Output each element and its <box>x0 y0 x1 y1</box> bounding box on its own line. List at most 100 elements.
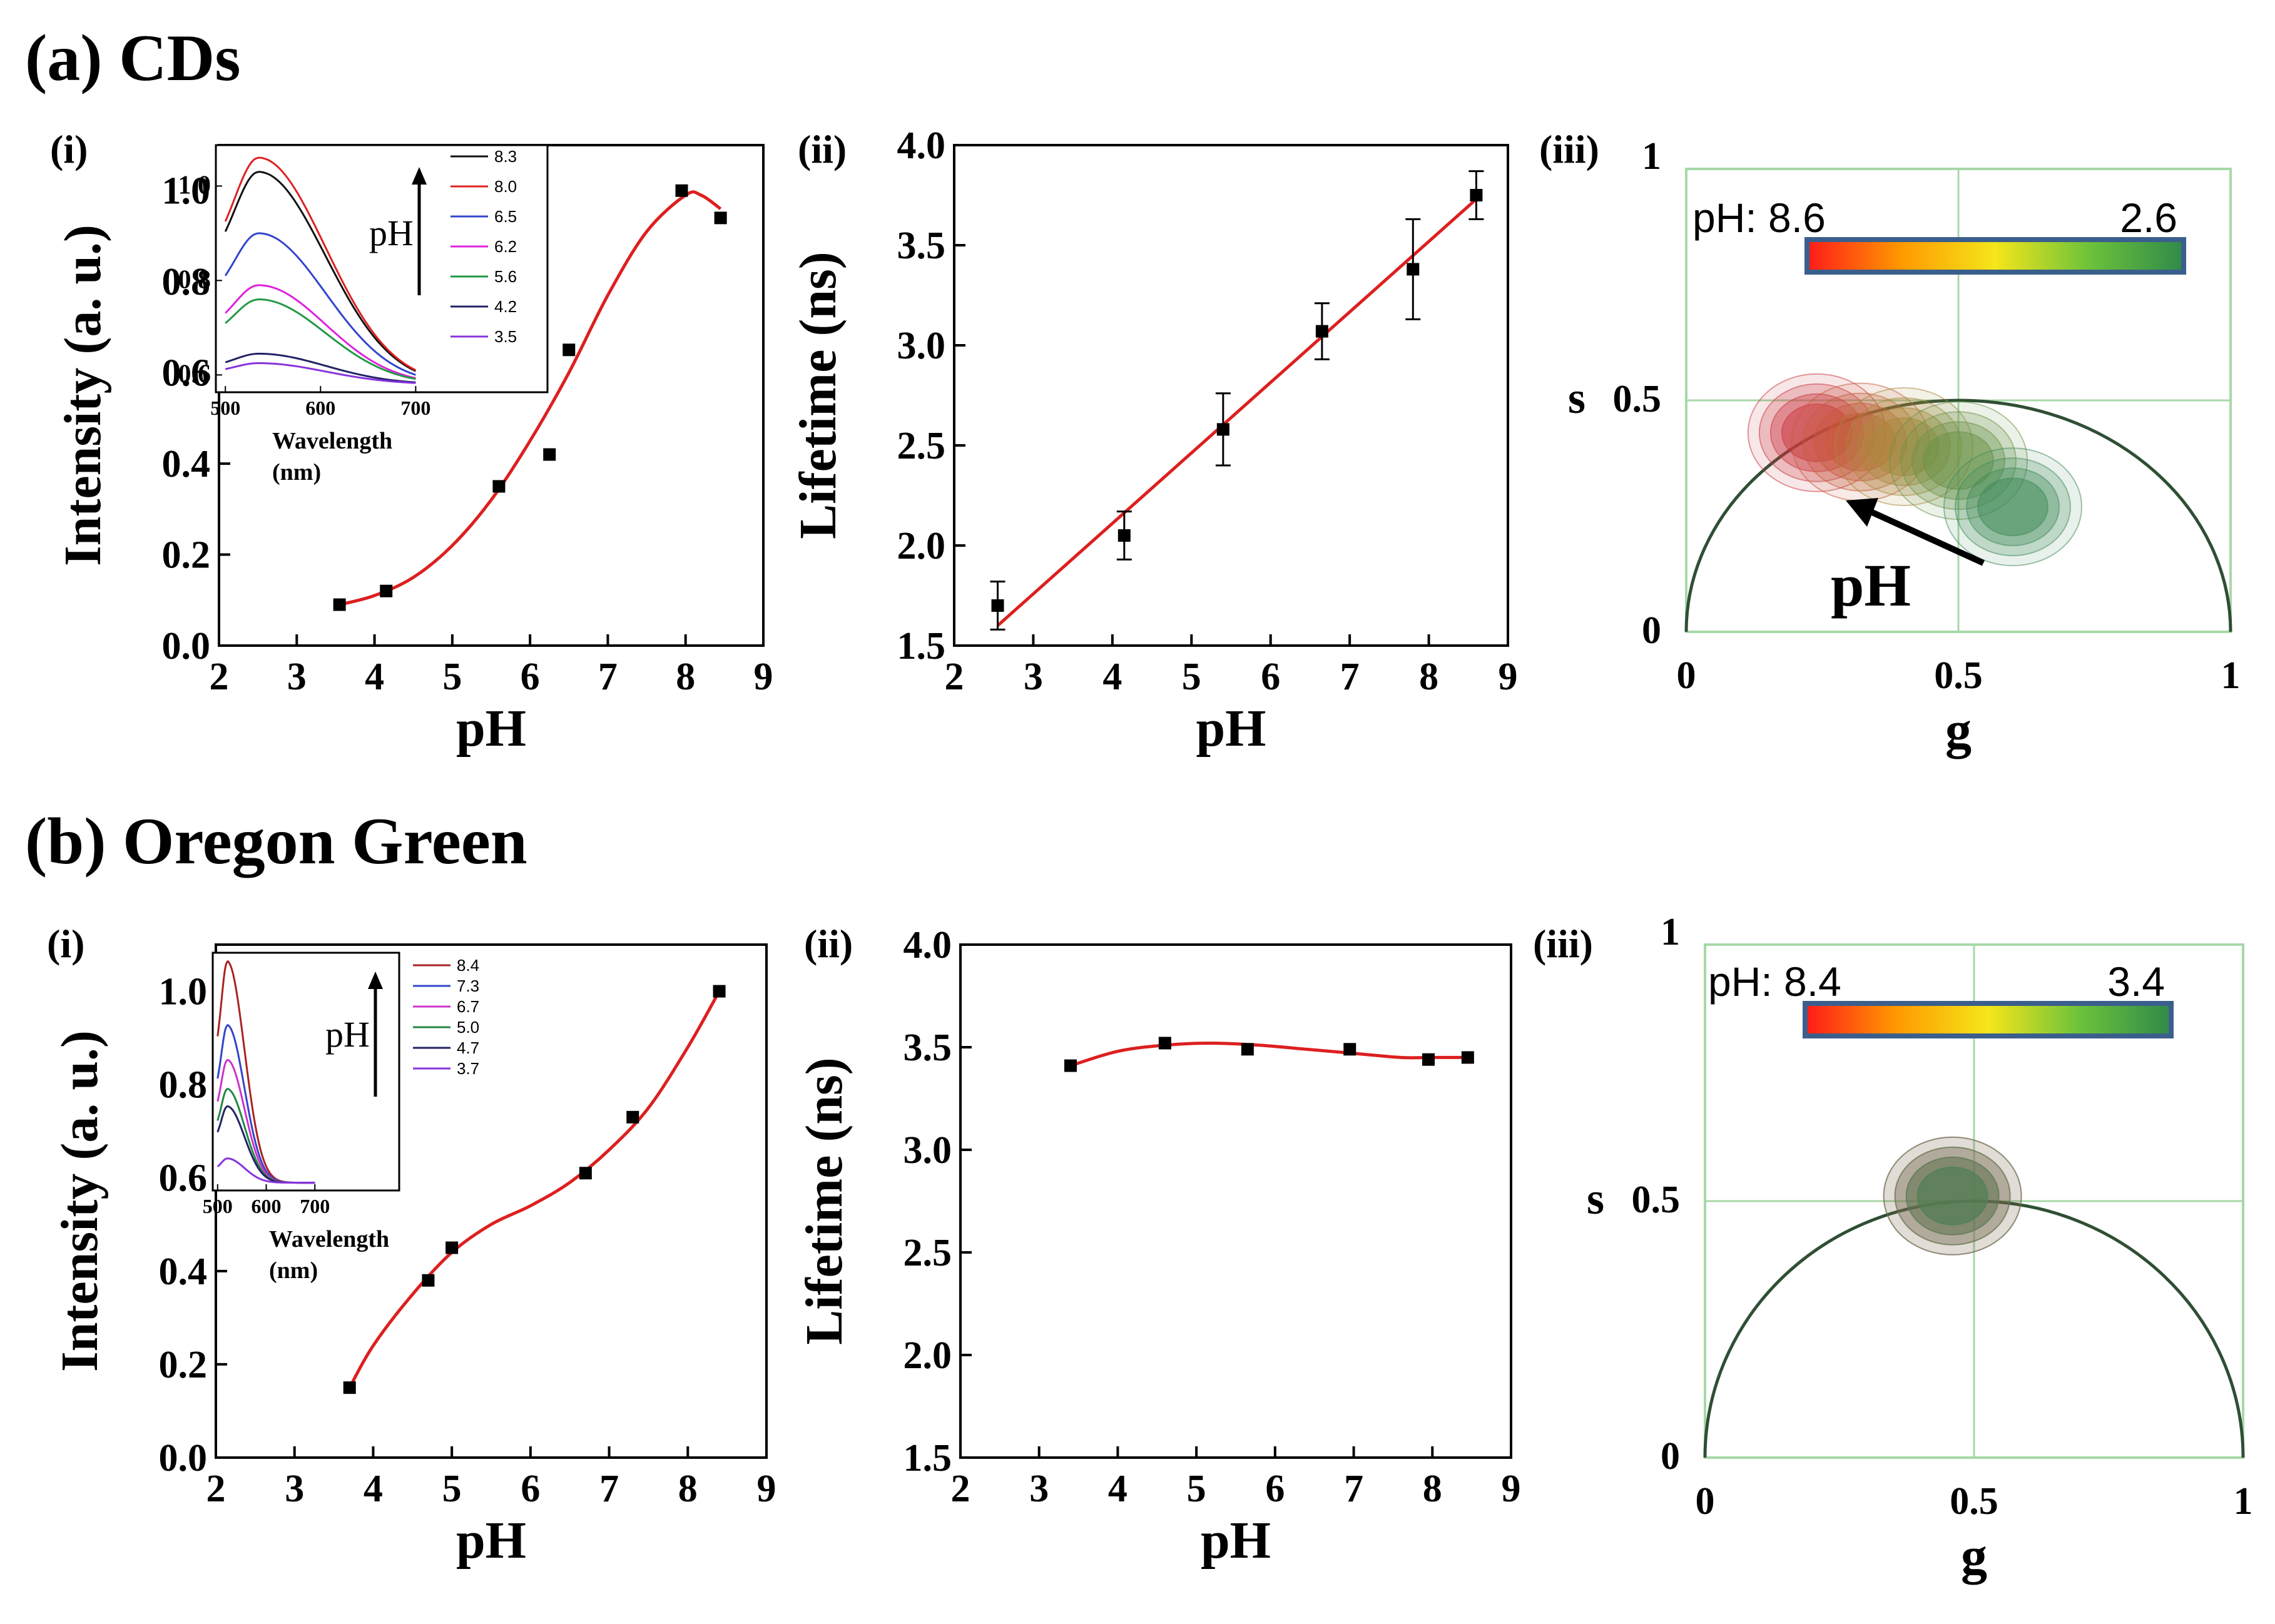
data-point <box>675 184 688 197</box>
data-point <box>333 598 346 611</box>
plots-layer: (i) 2 3 4 5 6 7 8 9 0.0 0.2 0.4 0.6 0.8 1.0 pH Intensity… <box>47 124 2253 1585</box>
phasor-x-tick-label: 0.5 <box>1950 1480 1998 1523</box>
inset-y-tick-label: 1.0 <box>178 171 211 200</box>
x-tick-label: 6 <box>521 656 540 698</box>
x-tick-label: 3 <box>287 656 307 698</box>
panel-label-a-ii: (ii) <box>798 127 847 171</box>
inset-arrow-label: pH <box>325 1014 370 1055</box>
x-tick-label: 6 <box>1261 656 1280 698</box>
y-tick-label: 0.0 <box>159 1437 208 1479</box>
ph-colorbar <box>1804 237 2186 275</box>
x-tick-label: 8 <box>1423 1468 1442 1510</box>
inset-y-tick-label: 0.8 <box>178 265 211 294</box>
legend-entry: 6.5 <box>494 207 517 226</box>
legend-entry: 5.6 <box>494 267 517 286</box>
x-tick-label: 2 <box>210 656 229 698</box>
legend-entry: 4.7 <box>457 1038 479 1057</box>
y-tick-label: 1.5 <box>903 1437 952 1479</box>
inset-x-tick-label: 600 <box>305 397 335 419</box>
panel-a-i: (i) 2 3 4 5 6 7 8 9 0.0 0.2 0.4 0.6 0.8 1.0 pH Intensity… <box>50 127 773 758</box>
data-point <box>579 1167 592 1180</box>
panel-b-i: (i) 2 3 4 5 6 7 8 9 0.0 0.2 0.4 0.6 0.8 1.0 pH Intensity… <box>47 921 776 1570</box>
colorbar-end-label: 2.6 <box>2120 195 2177 241</box>
inset-frame <box>211 952 400 1192</box>
data-point <box>1470 189 1483 201</box>
phasor-cluster <box>1835 387 1973 506</box>
x-tick-label: 2 <box>945 656 964 698</box>
phasor-x-tick-label: 0 <box>1677 654 1696 697</box>
colorbar-start-label: pH: 8.4 <box>1708 958 1841 1005</box>
y-tick-label: 3.5 <box>897 225 946 267</box>
data-point <box>422 1274 435 1287</box>
phasor-x-tick-label: 0.5 <box>1934 654 1983 697</box>
inset-frame <box>215 144 549 393</box>
y-tick-label: 0.0 <box>162 625 211 667</box>
colorbar-start-label: pH: 8.6 <box>1692 195 1826 241</box>
panel-b-iii: (iii) pH: 8.4 3.4 0 0.5 1 0 0.5 1 s g <box>1533 911 2253 1585</box>
inset-x-tick-label: 700 <box>300 1195 330 1217</box>
y-tick-label: 3.0 <box>903 1129 952 1172</box>
x-tick-label: 3 <box>1029 1468 1049 1510</box>
x-tick-label: 7 <box>1340 656 1360 698</box>
inset-spectrum <box>224 171 417 372</box>
y-axis-title: Intensity (a. u.) <box>54 225 112 566</box>
phasor-cluster <box>1905 1156 2000 1236</box>
universal-circle <box>1703 1199 2245 1458</box>
x-tick-label: 4 <box>365 656 384 698</box>
x-axis-title: pH <box>1196 699 1266 758</box>
panel-label-b-iii: (iii) <box>1533 921 1593 966</box>
inset-x-title: Wavelength <box>269 1226 389 1252</box>
data-point <box>1422 1053 1435 1066</box>
y-tick-label: 4.0 <box>903 924 952 967</box>
data-point <box>543 448 556 461</box>
x-tick-label: 4 <box>1102 656 1122 698</box>
y-axis-title: Lifetime (ns) <box>795 1057 853 1345</box>
y-tick-label: 2.5 <box>897 425 946 467</box>
fit-line <box>996 198 1478 627</box>
legend-entry: 3.7 <box>457 1059 479 1078</box>
x-tick-label: 8 <box>678 1468 698 1510</box>
panel-b-ii: (ii) 2 3 4 5 6 7 8 9 1.5 2.0 2.5 3.0 3.5 4.0 pH Lifetime… <box>795 921 1521 1570</box>
x-tick-label: 8 <box>676 656 695 698</box>
inset-spectrum <box>224 232 416 376</box>
plot-frame <box>959 943 1512 1459</box>
fit-line <box>1070 1041 1468 1067</box>
y-tick-label: 4.0 <box>897 124 946 167</box>
section-a-title: (a) CDs <box>25 21 240 94</box>
phasor-cluster <box>1846 397 1962 496</box>
y-tick-label: 1.5 <box>897 625 946 667</box>
inset-spectrum <box>216 1157 315 1184</box>
phasor-cluster <box>1894 1146 2011 1246</box>
x-tick-label: 7 <box>599 1468 619 1510</box>
data-point <box>1461 1051 1474 1064</box>
panel-label-b-i: (i) <box>47 921 84 966</box>
x-tick-label: 9 <box>1502 1468 1521 1510</box>
ph-colorbar <box>1803 1001 2174 1038</box>
phasor-cluster <box>1977 477 2049 537</box>
data-point <box>1343 1043 1356 1056</box>
legend-entry: 5.0 <box>457 1018 479 1037</box>
x-tick-label: 7 <box>1344 1468 1363 1510</box>
phasor-y-tick-label: 0.5 <box>1613 378 1662 420</box>
phasor-x-tick-label: 1 <box>2234 1480 2253 1523</box>
y-tick-label: 1.0 <box>159 971 208 1013</box>
y-tick-label: 0.4 <box>159 1251 208 1293</box>
x-tick-label: 9 <box>757 1468 776 1510</box>
data-point <box>713 985 726 998</box>
trend-arrowhead-icon <box>1846 498 1878 527</box>
phasor-x-title: g <box>1945 701 1972 759</box>
panel-label-a-i: (i) <box>50 127 88 171</box>
y-tick-label: 3.0 <box>897 325 946 367</box>
panel-label-b-ii: (ii) <box>804 921 853 966</box>
colorbar-end-label: 3.4 <box>2107 958 2165 1005</box>
data-point <box>1315 325 1328 338</box>
phasor-x-title: g <box>1961 1527 1987 1585</box>
plot-frame <box>215 943 768 1459</box>
arrow-head-icon <box>412 167 427 185</box>
data-point <box>991 599 1004 612</box>
inset-spectrum <box>225 298 416 380</box>
y-tick-label: 0.6 <box>162 352 211 395</box>
trend-arrow-icon <box>1869 509 1985 566</box>
phasor-x-tick-label: 1 <box>2221 654 2241 697</box>
